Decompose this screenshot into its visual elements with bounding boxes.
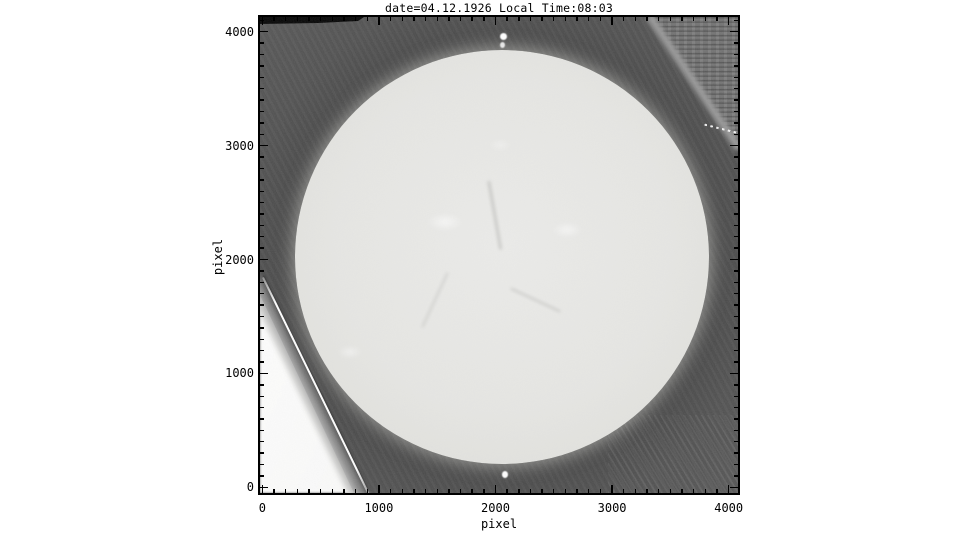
fiducial-dot-top-second <box>499 41 505 48</box>
fiducial-dot-top <box>499 32 507 40</box>
y-axis-title: pixel <box>211 238 225 276</box>
y-tick-label: 4000 <box>225 24 254 39</box>
figure-title: date=04.12.1926 Local Time:08:03 <box>385 1 613 15</box>
x-axis-title: pixel <box>480 517 518 531</box>
plot-frame: 0 1000 2000 3000 4000 0 1000 2000 3000 4000 <box>225 15 743 515</box>
y-tick-label: 0 <box>246 480 254 495</box>
y-tick-label: 1000 <box>225 366 254 381</box>
x-tick-label: 0 <box>258 501 266 515</box>
x-tick-label: 1000 <box>364 501 394 515</box>
x-tick-label: 2000 <box>481 501 510 515</box>
fiducial-dot-bottom <box>502 471 508 478</box>
plage-bright-patches <box>295 50 709 464</box>
scanned-plate-image <box>260 17 738 493</box>
x-tick-label: 4000 <box>714 501 744 515</box>
solar-disk <box>295 50 709 464</box>
y-tick-label: 2000 <box>225 252 254 267</box>
x-tick-label: 3000 <box>597 501 627 515</box>
y-tick-label: 3000 <box>225 138 254 153</box>
